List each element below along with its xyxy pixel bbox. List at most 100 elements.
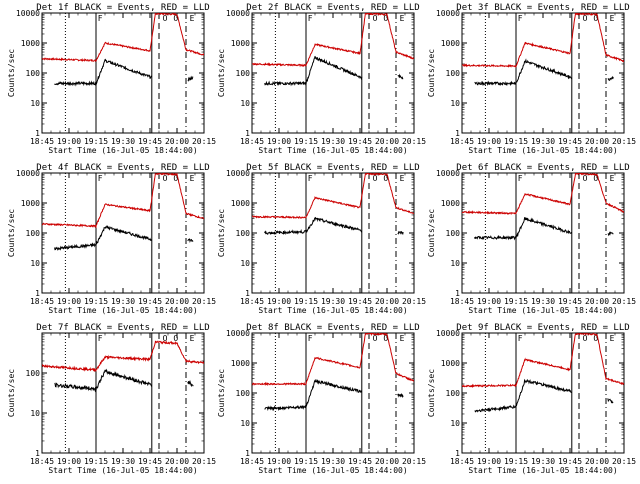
chart-title: Det 2f BLACK = Events, RED = LLD bbox=[246, 3, 419, 13]
x-tick-label: 20:00 bbox=[375, 457, 399, 466]
chart-panel-8: Det 8f BLACK = Events, RED = LLD 1 10 100 10… bbox=[217, 323, 426, 475]
series-events-segment bbox=[187, 379, 194, 388]
x-axis-label: Start Time (16-Jul-05 18:44:00) bbox=[468, 466, 617, 475]
y-axis-label: Counts/sec bbox=[427, 209, 436, 257]
series-events bbox=[54, 368, 152, 393]
series-lld bbox=[252, 173, 414, 219]
x-tick-label: 18:45 bbox=[450, 457, 474, 466]
chart-panel-1: Det 1f BLACK = Events, RED = LLD 1 10 100 10… bbox=[7, 3, 216, 155]
series-lld bbox=[462, 333, 624, 389]
plot-frame bbox=[251, 12, 415, 134]
x-tick-label: 19:45 bbox=[348, 457, 372, 466]
x-axis-label: Start Time (16-Jul-05 18:44:00) bbox=[258, 306, 407, 315]
time-marker-label: E bbox=[400, 174, 405, 183]
plot-frame bbox=[41, 172, 205, 294]
time-marker-label: O bbox=[593, 14, 598, 23]
plot-frame bbox=[461, 12, 625, 134]
series-events-segment bbox=[397, 393, 404, 399]
x-tick-label: 19:30 bbox=[111, 457, 135, 466]
x-tick-label: 19:15 bbox=[294, 457, 318, 466]
x-tick-label: 20:15 bbox=[192, 137, 216, 146]
x-tick-label: 19:30 bbox=[531, 137, 555, 146]
y-tick-label: 1000 bbox=[21, 39, 40, 48]
x-axis-label: Start Time (16-Jul-05 18:44:00) bbox=[258, 146, 407, 155]
series-events-segment bbox=[397, 230, 404, 236]
y-tick-label: 10 bbox=[240, 99, 250, 108]
series-lld bbox=[42, 173, 204, 229]
x-tick-label: 19:30 bbox=[531, 457, 555, 466]
chart-panel-7: Det 7f BLACK = Events, RED = LLD 1 10 100 18… bbox=[7, 323, 216, 475]
y-tick-label: 100 bbox=[446, 389, 461, 398]
y-tick-label: 1 bbox=[455, 449, 460, 458]
x-tick-label: 18:45 bbox=[450, 297, 474, 306]
x-tick-label: 18:45 bbox=[450, 137, 474, 146]
chart-panel-9: Det 9f BLACK = Events, RED = LLD 1 10 100 10… bbox=[427, 323, 636, 475]
chart-panel-6: Det 6f BLACK = Events, RED = LLD 1 10 100 10… bbox=[427, 163, 636, 315]
x-tick-label: 20:15 bbox=[192, 457, 216, 466]
x-axis-label: Start Time (16-Jul-05 18:44:00) bbox=[48, 466, 197, 475]
time-marker-label: F bbox=[308, 14, 313, 23]
x-tick-label: 18:45 bbox=[30, 457, 54, 466]
x-tick-label: 20:00 bbox=[375, 137, 399, 146]
y-tick-label: 10 bbox=[450, 259, 460, 268]
y-tick-label: 10 bbox=[240, 419, 250, 428]
y-tick-label: 1 bbox=[245, 129, 250, 138]
x-tick-label: 19:30 bbox=[111, 137, 135, 146]
time-marker-label: F bbox=[308, 334, 313, 343]
plot-frame bbox=[251, 332, 415, 454]
chart-title: Det 3f BLACK = Events, RED = LLD bbox=[456, 3, 629, 13]
chart-title: Det 5f BLACK = Events, RED = LLD bbox=[246, 163, 419, 173]
chart-panel-5: Det 5f BLACK = Events, RED = LLD 1 10 100 10… bbox=[217, 163, 426, 315]
x-tick-label: 19:15 bbox=[84, 457, 108, 466]
y-tick-label: 1 bbox=[245, 289, 250, 298]
series-events-segment bbox=[607, 75, 614, 81]
time-marker-label: O bbox=[163, 14, 168, 23]
time-marker-label: E bbox=[610, 174, 615, 183]
series-lld bbox=[252, 333, 414, 387]
x-tick-label: 20:15 bbox=[402, 457, 426, 466]
x-tick-label: 19:15 bbox=[294, 297, 318, 306]
time-marker-label: F bbox=[518, 174, 523, 183]
y-tick-label: 100 bbox=[236, 229, 251, 238]
y-tick-label: 1000 bbox=[231, 39, 250, 48]
time-marker-label: O bbox=[173, 14, 178, 23]
time-marker-label: O bbox=[583, 14, 588, 23]
time-marker-label: E bbox=[610, 14, 615, 23]
y-tick-label: 1 bbox=[35, 289, 40, 298]
x-tick-label: 18:45 bbox=[240, 457, 264, 466]
y-axis-label: Counts/sec bbox=[7, 209, 16, 257]
y-axis-label: Counts/sec bbox=[7, 369, 16, 417]
y-tick-label: 10000 bbox=[16, 9, 40, 18]
x-tick-label: 20:00 bbox=[585, 457, 609, 466]
x-axis-label: Start Time (16-Jul-05 18:44:00) bbox=[258, 466, 407, 475]
x-tick-label: 20:15 bbox=[612, 457, 636, 466]
y-tick-label: 1 bbox=[455, 129, 460, 138]
y-tick-label: 1000 bbox=[21, 199, 40, 208]
time-marker-label: O bbox=[163, 174, 168, 183]
chart-title: Det 7f BLACK = Events, RED = LLD bbox=[36, 323, 209, 333]
time-marker-label: E bbox=[610, 334, 615, 343]
time-marker-label: F bbox=[98, 334, 103, 343]
time-marker-label: O bbox=[163, 334, 168, 343]
x-axis-label: Start Time (16-Jul-05 18:44:00) bbox=[468, 146, 617, 155]
x-tick-label: 19:30 bbox=[531, 297, 555, 306]
x-tick-label: 19:45 bbox=[138, 297, 162, 306]
chart-title: Det 8f BLACK = Events, RED = LLD bbox=[246, 323, 419, 333]
x-tick-label: 18:45 bbox=[240, 297, 264, 306]
x-tick-label: 19:00 bbox=[57, 457, 81, 466]
x-tick-label: 19:30 bbox=[321, 457, 345, 466]
x-tick-label: 19:30 bbox=[321, 297, 345, 306]
time-marker-label: O bbox=[583, 174, 588, 183]
time-marker-label: O bbox=[173, 334, 178, 343]
series-events-segment bbox=[187, 238, 194, 244]
plot-frame bbox=[461, 332, 625, 454]
series-events bbox=[474, 217, 572, 241]
x-axis-label: Start Time (16-Jul-05 18:44:00) bbox=[48, 306, 197, 315]
x-tick-label: 20:00 bbox=[375, 297, 399, 306]
x-tick-label: 18:45 bbox=[240, 137, 264, 146]
series-lld bbox=[42, 13, 204, 63]
x-tick-label: 20:15 bbox=[402, 137, 426, 146]
series-events bbox=[264, 378, 363, 412]
time-marker-label: O bbox=[583, 334, 588, 343]
x-tick-label: 19:15 bbox=[504, 137, 528, 146]
